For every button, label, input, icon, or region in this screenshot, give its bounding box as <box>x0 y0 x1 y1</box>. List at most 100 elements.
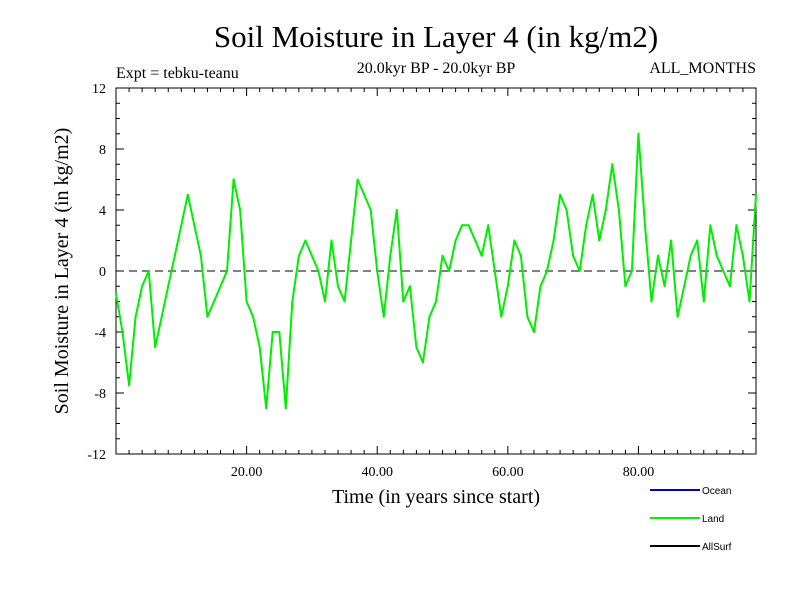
data-point <box>552 239 555 242</box>
data-point <box>670 239 673 242</box>
data-point <box>219 285 222 288</box>
data-point <box>683 285 686 288</box>
data-point <box>448 270 451 272</box>
data-point <box>199 254 202 257</box>
data-point <box>474 239 477 242</box>
data-point <box>585 224 588 227</box>
x-tick-label: 20.00 <box>231 465 263 480</box>
x-tick-label: 60.00 <box>492 465 524 480</box>
data-point <box>598 239 601 242</box>
data-point <box>343 300 346 303</box>
data-point <box>128 384 131 387</box>
data-point <box>239 209 242 211</box>
data-point <box>650 300 653 303</box>
data-point <box>297 254 300 257</box>
data-point <box>493 270 496 272</box>
data-point <box>154 346 157 349</box>
data-point <box>389 254 392 257</box>
data-point <box>513 239 516 242</box>
data-point <box>121 331 124 333</box>
data-point <box>252 315 255 318</box>
data-point <box>258 346 261 349</box>
x-axis-label: Time (in years since start) <box>332 486 540 508</box>
data-point <box>604 209 607 211</box>
data-point <box>271 331 274 333</box>
data-point <box>689 254 692 257</box>
data-point <box>317 270 320 272</box>
months-label: ALL_MONTHS <box>649 60 756 77</box>
data-point <box>212 300 215 303</box>
data-point <box>611 163 614 166</box>
data-point <box>500 315 503 318</box>
period-label: 20.0kyr BP - 20.0kyr BP <box>357 60 516 77</box>
data-point <box>180 224 183 227</box>
y-axis-label: Soil Moisture in Layer 4 (in kg/m2) <box>51 128 73 415</box>
data-point <box>173 254 176 257</box>
data-point <box>141 285 144 288</box>
data-point <box>637 132 640 135</box>
data-point <box>741 254 744 257</box>
data-point <box>232 178 235 181</box>
data-point <box>578 270 581 272</box>
data-point <box>421 361 424 364</box>
data-point <box>546 270 549 272</box>
x-tick-label: 80.00 <box>623 465 655 480</box>
data-point <box>265 407 268 410</box>
data-point <box>565 209 568 211</box>
data-point <box>728 285 731 288</box>
data-point <box>415 346 418 349</box>
data-point <box>350 239 353 242</box>
legend: Ocean Land AllSurf <box>650 486 732 553</box>
data-point <box>454 239 457 242</box>
data-point <box>193 224 196 227</box>
legend-label: AllSurf <box>702 542 732 553</box>
data-point <box>147 270 150 272</box>
data-point <box>526 315 529 318</box>
data-point <box>702 300 705 303</box>
data-point <box>330 239 333 242</box>
data-point <box>186 193 189 196</box>
data-point <box>284 407 287 410</box>
data-point <box>467 224 470 227</box>
data-point <box>408 285 411 288</box>
data-point <box>624 285 627 288</box>
tick-labels: -12 -8 -4 0 4 8 12 20.00 40.00 60.00 80.00 <box>87 82 654 480</box>
data-point <box>278 331 281 333</box>
x-tick-label: 40.00 <box>361 465 393 480</box>
data-point <box>134 315 137 318</box>
y-tick-label: 8 <box>99 143 106 158</box>
y-tick-label: 0 <box>99 265 106 280</box>
data-point <box>245 300 248 303</box>
experiment-label: Expt = tebku-teanu <box>116 65 239 82</box>
data-point <box>715 254 718 257</box>
data-point <box>323 300 326 303</box>
data-point <box>461 224 464 227</box>
y-tick-label: 4 <box>99 204 106 219</box>
data-point <box>709 224 712 227</box>
y-tick-label: -12 <box>87 448 106 463</box>
data-point <box>696 239 699 242</box>
data-point <box>663 285 666 288</box>
data-point <box>395 209 398 211</box>
data-point <box>559 193 562 196</box>
tick-marks <box>116 87 756 455</box>
data-point <box>572 254 575 257</box>
y-tick-label: 12 <box>92 82 106 97</box>
data-point <box>206 315 209 318</box>
data-point <box>487 224 490 227</box>
data-point <box>657 254 660 257</box>
series-points-land <box>115 132 757 410</box>
data-point <box>506 285 509 288</box>
data-point <box>226 270 229 272</box>
data-point <box>310 254 313 257</box>
data-point <box>591 193 594 196</box>
data-point <box>402 300 405 303</box>
data-point <box>630 270 633 272</box>
data-point <box>435 300 437 303</box>
data-point <box>519 254 522 257</box>
data-point <box>376 270 379 272</box>
chart-title: Soil Moisture in Layer 4 (in kg/m2) <box>214 19 658 54</box>
data-point <box>115 292 117 295</box>
y-tick-label: -4 <box>94 326 106 341</box>
